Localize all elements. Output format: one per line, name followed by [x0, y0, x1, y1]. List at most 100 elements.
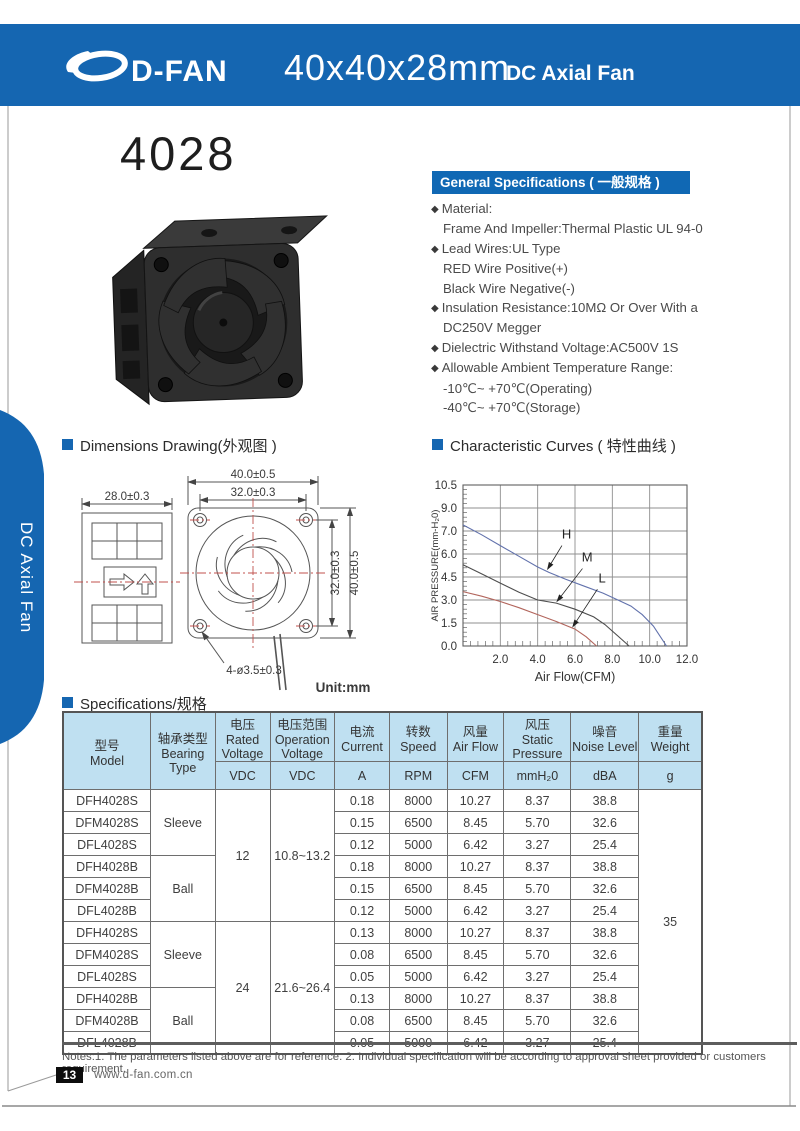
cell-model: DFL4028S [62, 965, 152, 988]
cell-static-pressure: 8.37 [503, 789, 572, 812]
cell-model: DFL4028B [62, 899, 152, 922]
spec-data-row: DFH4028S Sleeve 24 21.6~26.4 0.13 8000 10.27 8.… [62, 921, 702, 1055]
logo-wordmark: D-FAN [131, 55, 228, 88]
cell-static-pressure: 8.37 [503, 987, 572, 1010]
col-unit: A [334, 761, 390, 790]
spec-data-row: DFL4028S 0.12 5000 6.42 3.27 25.4 [62, 833, 702, 856]
spec-line: ◆ Allowable Ambient Temperature Range: [431, 358, 703, 378]
spec-line-text: Insulation Resistance:10MΩ Or Over With … [441, 300, 698, 316]
header-bar [0, 24, 800, 106]
cell-weight: 35 [638, 789, 703, 1055]
spec-line: -10℃~ +70℃(Operating) [431, 379, 703, 398]
col-header-bearing-type: 轴承类型 Bearing Type [150, 711, 216, 790]
cell-noise: 25.4 [570, 899, 640, 922]
col-header-en: Operation Voltage [274, 732, 330, 761]
col-header-cn: 风压 [524, 717, 550, 732]
cell-static-pressure: 3.27 [503, 965, 572, 988]
cell-noise: 25.4 [570, 833, 640, 856]
curves-bullet-icon [432, 439, 443, 450]
spec-table-head: 型号 Model 轴承类型 Bearing Type 电压 Rated Voltage 电压… [62, 711, 703, 790]
dimensions-drawing: 28.0±0.3 40.0±0.5 32.0±0.3 32.0±0.3 40.0… [74, 469, 370, 695]
specifications-bullet-icon [62, 697, 73, 708]
svg-text:Air Flow(CFM): Air Flow(CFM) [535, 670, 616, 684]
col-unit: CFM [446, 761, 505, 790]
col-header-en: Static Pressure [512, 732, 563, 761]
col-header-en: Bearing Type [161, 746, 205, 775]
diamond-bullet-icon: ◆ [431, 303, 439, 315]
cell-speed: 6500 [389, 877, 448, 900]
cell-air-flow: 6.42 [446, 899, 505, 922]
svg-text:6.0: 6.0 [441, 549, 457, 561]
header-product-title: DC Axial Fan [506, 62, 635, 85]
cell-current: 0.08 [334, 1009, 390, 1032]
svg-text:4.5: 4.5 [441, 572, 457, 584]
cell-bearing-type: Sleeve [150, 789, 216, 856]
website-link[interactable]: www.d-fan.com.cn [94, 1069, 193, 1081]
table-header-row-2: VDC VDC A RPM CFM mmH₂0 dBA g [63, 761, 703, 790]
fan-product-photo [112, 215, 328, 406]
spec-line-text: Lead Wires:UL Type [441, 240, 561, 256]
col-header-speed: 转数 Speed [389, 711, 448, 762]
cell-operation-voltage: 21.6~26.4 [269, 921, 336, 1055]
svg-text:4.0: 4.0 [530, 654, 546, 666]
cell-static-pressure: 3.27 [503, 899, 572, 922]
col-unit: mmH₂0 [503, 761, 572, 790]
spec-line-text: RED Wire Positive(+) [443, 261, 568, 277]
cell-speed: 5000 [389, 833, 448, 856]
cell-model: DFH4028S [62, 921, 152, 944]
col-header-model: 型号 Model [62, 711, 152, 790]
cell-air-flow: 6.42 [446, 833, 505, 856]
cell-static-pressure: 8.37 [503, 921, 572, 944]
cell-current: 0.15 [334, 811, 390, 834]
spec-line-text: Black Wire Negative(-) [443, 280, 575, 296]
svg-text:12.0: 12.0 [676, 654, 698, 666]
cell-current: 0.18 [334, 789, 390, 812]
svg-text:6.0: 6.0 [567, 654, 583, 666]
cell-model: DFM4028B [62, 877, 152, 900]
cell-air-flow: 8.45 [446, 943, 505, 966]
table-header-row-1: 型号 Model 轴承类型 Bearing Type 电压 Rated Voltage 电压… [62, 711, 703, 790]
col-header-cn: 电流 [349, 724, 375, 739]
cell-model: DFH4028B [62, 855, 152, 878]
spec-line-text: Dielectric Withstand Voltage:AC500V 1S [441, 339, 679, 355]
spec-line: DC250V Megger [431, 318, 703, 337]
col-header-cn: 型号 [94, 738, 120, 753]
cell-operation-voltage: 10.8~13.2 [269, 789, 336, 922]
col-header-cn: 转数 [405, 724, 431, 739]
spec-data-row: DFH4028B Ball 0.13 8000 10.27 8.37 38.8 [62, 987, 702, 1055]
col-header-cn: 风量 [462, 724, 488, 739]
cell-noise: 38.8 [570, 921, 640, 944]
cell-current: 0.08 [334, 943, 390, 966]
cell-rated-voltage: 12 [214, 789, 271, 922]
cell-static-pressure: 8.37 [503, 855, 572, 878]
cell-static-pressure: 3.27 [503, 833, 572, 856]
spec-line: Black Wire Negative(-) [431, 279, 703, 298]
spec-line-text: -40℃~ +70℃(Storage) [443, 400, 581, 416]
dim-holes: 4-ø3.5±0.3 [226, 665, 282, 677]
svg-text:H: H [562, 527, 571, 542]
col-header-cn: 噪音 [592, 724, 618, 739]
dim-front-width: 40.0±0.5 [231, 469, 276, 481]
cell-current: 0.13 [334, 921, 390, 944]
col-header-en: Noise Level [572, 739, 638, 754]
page-number-badge: 13 [56, 1067, 83, 1083]
spec-line: ◆ Material: [431, 199, 703, 219]
col-header-en: Rated Voltage [221, 732, 264, 761]
cell-air-flow: 10.27 [446, 987, 505, 1010]
spec-table-body: DFH4028S Sleeve 12 10.8~13.2 0.18 8000 10.27 8.… [62, 789, 703, 1055]
cell-static-pressure: 5.70 [503, 877, 572, 900]
spec-line: ◆ Dielectric Withstand Voltage:AC500V 1S [431, 338, 703, 358]
cell-current: 0.18 [334, 855, 390, 878]
col-unit: g [638, 761, 703, 790]
col-header-cn: 轴承类型 [157, 731, 208, 746]
spec-line-text: Material: [441, 201, 493, 216]
svg-text:2.0: 2.0 [492, 654, 508, 666]
col-header-en: Weight [650, 739, 690, 754]
cell-current: 0.12 [334, 833, 390, 856]
diamond-bullet-icon: ◆ [431, 342, 439, 354]
col-header-en: Model [89, 753, 125, 768]
spec-data-row: DFL4028B 0.12 5000 6.42 3.27 25.4 [62, 899, 702, 922]
svg-text:0.0: 0.0 [441, 641, 457, 653]
svg-text:AIR PRESSURE(mm-H₂0): AIR PRESSURE(mm-H₂0) [430, 510, 441, 622]
